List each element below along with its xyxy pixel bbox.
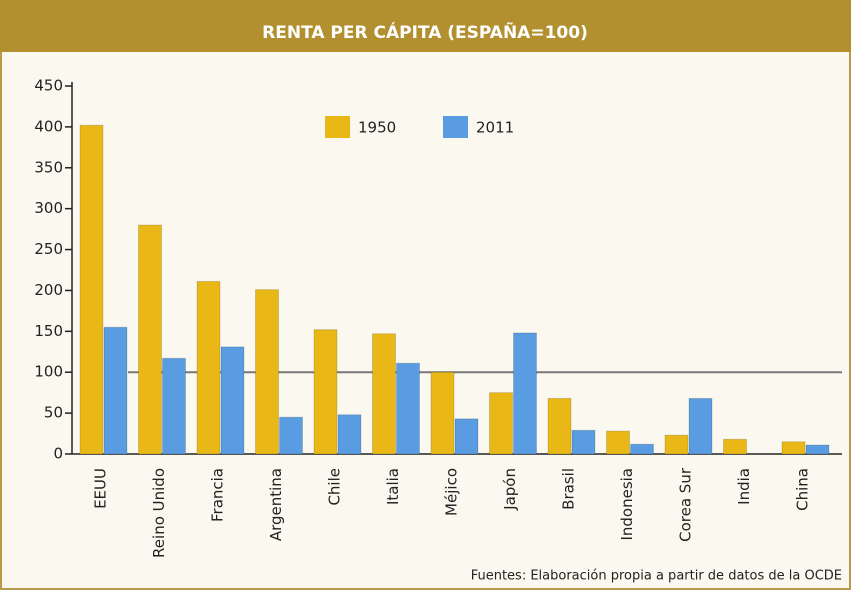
- bar: [313, 329, 338, 455]
- bar: [138, 224, 162, 455]
- x-tick-label: Corea Sur: [677, 467, 695, 542]
- bar: [805, 444, 830, 455]
- bar: [79, 124, 104, 455]
- bar: [430, 371, 455, 455]
- header-bar: [0, 0, 851, 52]
- x-tick-label: Japón: [501, 468, 519, 511]
- legend-swatch: [443, 116, 468, 138]
- bar: [103, 326, 128, 455]
- x-tick-label: EEUU: [92, 468, 110, 509]
- y-tick-label: 200: [34, 281, 63, 299]
- bar: [396, 362, 420, 455]
- bar: [196, 280, 221, 455]
- bar: [688, 397, 713, 455]
- y-tick-label: 50: [44, 404, 63, 422]
- x-tick-label: Brasil: [560, 468, 578, 510]
- y-tick-label: 150: [34, 322, 63, 340]
- bar: [337, 414, 362, 455]
- x-tick-label: Italia: [384, 468, 402, 505]
- y-tick-label: 250: [34, 240, 63, 258]
- bar: [571, 429, 596, 455]
- bar: [781, 441, 806, 455]
- legend-swatch: [325, 116, 350, 138]
- x-tick-label: Argentina: [267, 468, 285, 541]
- bar: [255, 289, 279, 455]
- bar: [162, 357, 186, 455]
- x-tick-label: India: [735, 468, 753, 505]
- y-tick-label: 450: [34, 77, 63, 95]
- legend-label: 1950: [358, 119, 396, 137]
- x-tick-label: Chile: [326, 468, 344, 506]
- chart-title: RENTA PER CÁPITA (ESPAÑA=100): [262, 20, 588, 43]
- x-tick-label: Reino Unido: [150, 468, 168, 558]
- x-tick-label: Méjico: [443, 468, 461, 516]
- bar: [606, 430, 630, 455]
- bar: [630, 443, 654, 455]
- bar: [489, 392, 513, 455]
- bar: [279, 416, 303, 455]
- bar: [220, 346, 245, 455]
- bar: [664, 434, 689, 455]
- bar: [372, 333, 396, 455]
- x-tick-label: Indonesia: [618, 468, 636, 541]
- y-tick-label: 350: [34, 158, 63, 176]
- bar: [454, 418, 479, 455]
- y-tick-label: 0: [53, 445, 63, 463]
- bar: [513, 332, 537, 455]
- x-tick-label: China: [794, 468, 812, 511]
- bar: [547, 397, 572, 455]
- y-tick-label: 300: [34, 199, 63, 217]
- legend-label: 2011: [476, 119, 514, 137]
- y-tick-label: 400: [34, 117, 63, 135]
- source-note: Fuentes: Elaboración propia a partir de …: [471, 569, 842, 584]
- y-tick-label: 100: [34, 363, 63, 381]
- x-tick-label: Francia: [209, 468, 227, 522]
- bar: [723, 438, 747, 455]
